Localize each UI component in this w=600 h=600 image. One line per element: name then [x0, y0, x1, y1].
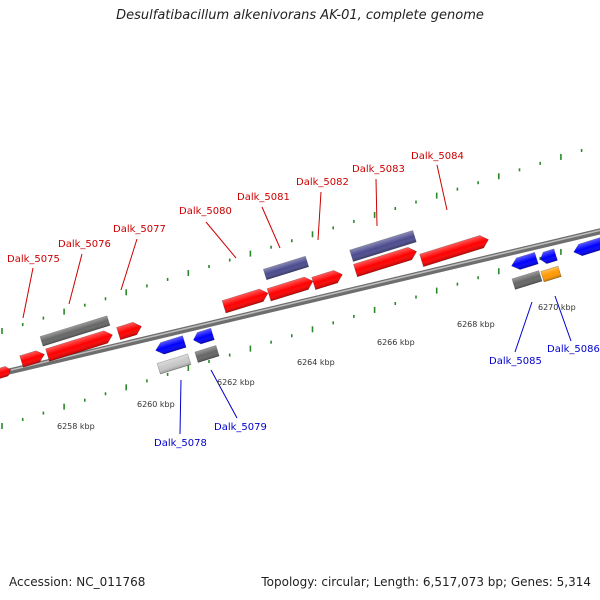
dalk-5081-label[interactable]: Dalk_5081 [237, 192, 290, 203]
gene-arrow-5079b[interactable] [192, 327, 215, 345]
gene-arrow-5077[interactable] [116, 320, 144, 341]
dalk-5077-label[interactable]: Dalk_5077 [113, 224, 166, 235]
gene-arrow-5081b[interactable] [266, 275, 315, 302]
gene-arrow-5085[interactable] [511, 270, 543, 290]
gene-features [0, 230, 600, 380]
gene-arrow-5078[interactable] [156, 353, 192, 375]
scale-label-6258-kbp: 6258 kbp [57, 422, 95, 431]
scale-label-6270-kbp: 6270 kbp [538, 303, 576, 312]
scale-label-6266-kbp: 6266 kbp [377, 338, 415, 347]
scale-label-6262-kbp: 6262 kbp [217, 378, 255, 387]
dalk-5075-leader-line [22, 267, 34, 319]
scale-label-6260-kbp: 6260 kbp [137, 400, 175, 409]
gene-arrow-5083[interactable] [349, 230, 417, 262]
dalk-5080-leader-line [205, 221, 237, 259]
gene-arrow-5082[interactable] [311, 268, 345, 291]
dalk-5079-label[interactable]: Dalk_5079 [214, 422, 267, 433]
dalk-5075-label[interactable]: Dalk_5075 [7, 254, 60, 265]
gene-arrow-5074[interactable] [0, 365, 12, 380]
scale-label-6268-kbp: 6268 kbp [457, 320, 495, 329]
dalk-5076-leader-line [68, 253, 83, 305]
gene-arrow-5076[interactable] [45, 329, 115, 362]
map-title: Desulfatibacillum alkenivorans AK-01, co… [116, 8, 484, 23]
dalk-5083-leader-line [375, 178, 378, 227]
dalk-5077-leader-line [120, 238, 138, 291]
gene-arrow-5084[interactable] [419, 233, 491, 267]
backbone-line [0, 228, 600, 377]
gene-arrow-5076-hypothetical[interactable] [39, 315, 111, 347]
dalk-5082-label[interactable]: Dalk_5082 [296, 177, 349, 188]
gene-arrow-5086[interactable] [540, 265, 562, 283]
gene-arrow-5079[interactable] [194, 345, 220, 363]
genome-stats-text: Topology: circular; Length: 6,517,073 bp… [261, 575, 591, 589]
backbone-highlight [0, 229, 600, 374]
dalk-5078-label[interactable]: Dalk_5078 [154, 438, 207, 449]
dalk-5078-leader-line [179, 379, 182, 435]
scale-labels: 6258 kbp 6260 kbp 6262 kbp 6264 kbp 6266 kbp… [57, 303, 576, 431]
dalk-5085-label[interactable]: Dalk_5085 [489, 356, 542, 367]
accession-text: Accession: NC_011768 [9, 575, 146, 589]
genome-backbone [0, 228, 600, 377]
dalk-5076-label[interactable]: Dalk_5076 [58, 239, 111, 250]
dalk-5084-leader-line [436, 164, 448, 211]
dalk-5079-leader-line [210, 369, 238, 419]
gene-arrow-5078b[interactable] [154, 335, 187, 356]
dalk-5080-label[interactable]: Dalk_5080 [179, 206, 232, 217]
gene-arrow-5087[interactable] [572, 235, 600, 258]
gene-arrow-5075[interactable] [19, 349, 46, 368]
gene-arrow-5083b[interactable] [353, 245, 419, 278]
scale-ticks [1, 148, 583, 429]
dalk-5085-leader-line [514, 301, 533, 353]
gene-arrow-5085b[interactable] [510, 252, 539, 271]
gene-arrow-5081[interactable] [262, 255, 310, 281]
dalk-5084-label[interactable]: Dalk_5084 [411, 151, 464, 162]
dalk-5083-label[interactable]: Dalk_5083 [352, 164, 405, 175]
scale-label-6264-kbp: 6264 kbp [297, 358, 335, 367]
dalk-5086-label[interactable]: Dalk_5086 [547, 344, 600, 355]
gene-arrow-5080[interactable] [221, 287, 270, 314]
dalk-5086-leader-line [554, 295, 572, 342]
gene-arrow-5086b[interactable] [539, 248, 558, 265]
dalk-5081-leader-line [261, 206, 281, 249]
dalk-5082-leader-line [317, 191, 322, 241]
